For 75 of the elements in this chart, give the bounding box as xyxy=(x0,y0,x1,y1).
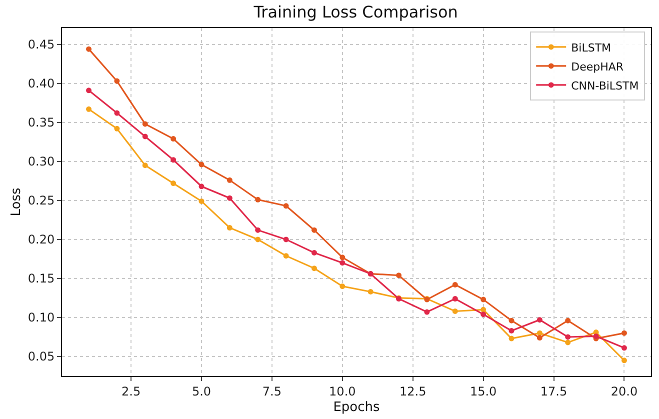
point xyxy=(114,126,120,132)
point xyxy=(452,282,458,288)
point xyxy=(565,334,571,340)
x-tick-label: 15.0 xyxy=(470,384,497,398)
point xyxy=(170,180,176,186)
y-tick-label: 0.15 xyxy=(28,272,55,286)
point xyxy=(86,46,92,52)
point xyxy=(142,121,148,127)
y-tick-label: 0.35 xyxy=(28,116,55,130)
point xyxy=(480,306,486,312)
point xyxy=(565,340,571,346)
y-tick-label: 0.40 xyxy=(28,76,55,91)
point xyxy=(565,318,571,324)
point xyxy=(142,134,148,140)
point xyxy=(198,162,204,168)
y-tick-label: 0.45 xyxy=(28,38,55,52)
point xyxy=(621,330,627,336)
point xyxy=(621,358,627,364)
point xyxy=(536,317,542,323)
point xyxy=(226,225,232,230)
point xyxy=(368,288,374,294)
point xyxy=(283,203,289,209)
point xyxy=(255,227,261,233)
point xyxy=(340,260,346,266)
x-tick-label: 5.0 xyxy=(192,384,212,398)
y-tick-label: 0.25 xyxy=(28,194,55,208)
x-tick-label: 20.0 xyxy=(610,384,638,398)
x-tick-label: 7.5 xyxy=(262,384,282,398)
y-tick-label: 0.20 xyxy=(28,232,55,247)
y-tick-label: 0.10 xyxy=(28,310,55,325)
point xyxy=(226,177,232,183)
x-tick-label: 10.0 xyxy=(329,384,356,398)
legend-label: CNN-BiLSTM xyxy=(571,79,639,92)
point xyxy=(311,250,317,256)
point xyxy=(621,345,627,351)
point xyxy=(114,110,120,116)
y-tick-label: 0.05 xyxy=(28,350,55,364)
chart-title: Training Loss Comparison xyxy=(252,2,458,22)
point xyxy=(452,308,458,314)
x-tick-label: 12.5 xyxy=(400,384,426,398)
point xyxy=(536,335,542,341)
legend-label: DeepHAR xyxy=(571,60,624,74)
point xyxy=(170,157,176,163)
x-tick-label: 17.5 xyxy=(540,384,568,398)
legend-label: BiLSTM xyxy=(571,41,612,54)
point xyxy=(198,184,204,190)
point xyxy=(452,296,458,302)
point xyxy=(508,328,514,334)
point xyxy=(536,330,542,336)
point xyxy=(508,318,514,324)
point xyxy=(424,309,430,315)
point xyxy=(311,266,317,272)
point xyxy=(283,253,289,259)
point xyxy=(480,296,486,302)
point xyxy=(86,88,92,94)
point xyxy=(226,195,232,201)
x-axis-title: Epochs xyxy=(333,400,380,415)
point xyxy=(255,236,261,242)
point xyxy=(340,254,346,260)
x-tick-label: 2.5 xyxy=(122,384,141,398)
y-tick-label: 0.30 xyxy=(28,154,55,169)
point xyxy=(311,227,317,233)
point xyxy=(340,284,346,290)
point xyxy=(255,196,261,202)
point xyxy=(142,162,148,168)
y-axis-title: Loss xyxy=(8,188,24,216)
point xyxy=(593,333,599,339)
point xyxy=(198,198,204,204)
point xyxy=(508,336,514,342)
point xyxy=(283,236,289,242)
point xyxy=(396,272,402,278)
point xyxy=(170,136,176,142)
point xyxy=(114,78,120,84)
point xyxy=(480,312,486,318)
point xyxy=(86,106,92,112)
